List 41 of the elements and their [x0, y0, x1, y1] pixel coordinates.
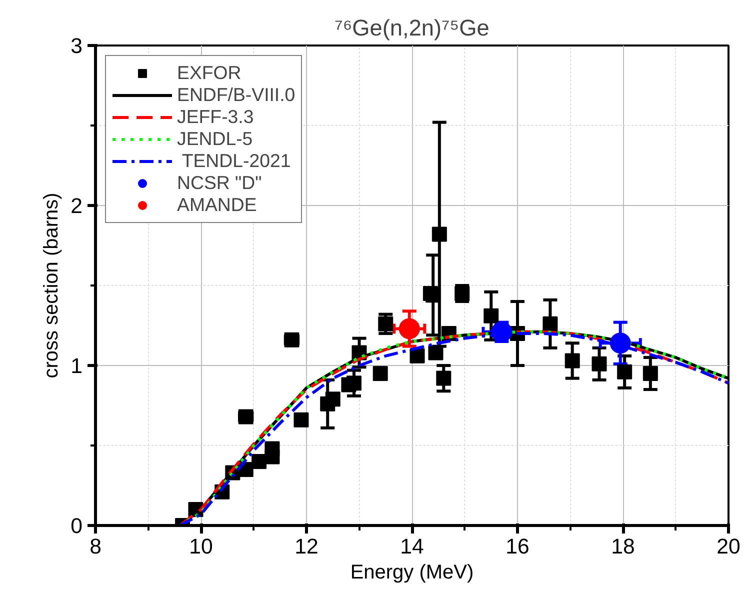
- point: [642, 366, 658, 381]
- point: [398, 318, 420, 340]
- point: [426, 288, 441, 303]
- point: [436, 370, 452, 386]
- x-tick-label: 18: [611, 534, 635, 558]
- y-tick-label: 3: [70, 34, 83, 58]
- point: [428, 345, 444, 360]
- x-tick-label: 12: [294, 534, 318, 558]
- point: [264, 441, 280, 456]
- point: [372, 366, 388, 381]
- point: [592, 356, 607, 372]
- chart-title: ⁷⁶Ge(n,2n)⁷⁵Ge: [334, 14, 490, 40]
- x-tick-label: 16: [506, 534, 530, 558]
- legend-label: TENDL-2021: [180, 150, 291, 172]
- point: [410, 348, 425, 364]
- x-axis-title: Energy (MeV): [350, 562, 474, 584]
- x-tick-label: 8: [90, 534, 102, 558]
- point: [564, 353, 580, 368]
- point: [610, 332, 631, 354]
- legend-label: ENDF/B-VIII.0: [177, 84, 296, 106]
- point: [252, 454, 267, 469]
- legend-label: EXFOR: [177, 62, 242, 84]
- x-tick-label: 20: [716, 534, 740, 558]
- point: [378, 316, 394, 332]
- legend-label: JEFF-3.3: [177, 106, 254, 128]
- legend-label: NCSR "D": [177, 172, 262, 194]
- point: [617, 364, 632, 380]
- y-tick-label: 1: [70, 354, 83, 378]
- point: [542, 316, 558, 332]
- point: [432, 226, 447, 242]
- y-tick-label: 2: [70, 194, 83, 218]
- point: [294, 412, 309, 428]
- legend-label: AMANDE: [177, 194, 257, 216]
- point: [484, 308, 499, 324]
- x-tick-label: 10: [189, 534, 213, 558]
- y-axis-title: cross section (barns): [40, 192, 63, 378]
- point: [325, 392, 340, 407]
- x-tick-label: 14: [400, 534, 424, 558]
- legend-label: JENDL-5: [177, 128, 253, 150]
- point: [346, 376, 362, 391]
- y-tick-label: 0: [70, 514, 83, 538]
